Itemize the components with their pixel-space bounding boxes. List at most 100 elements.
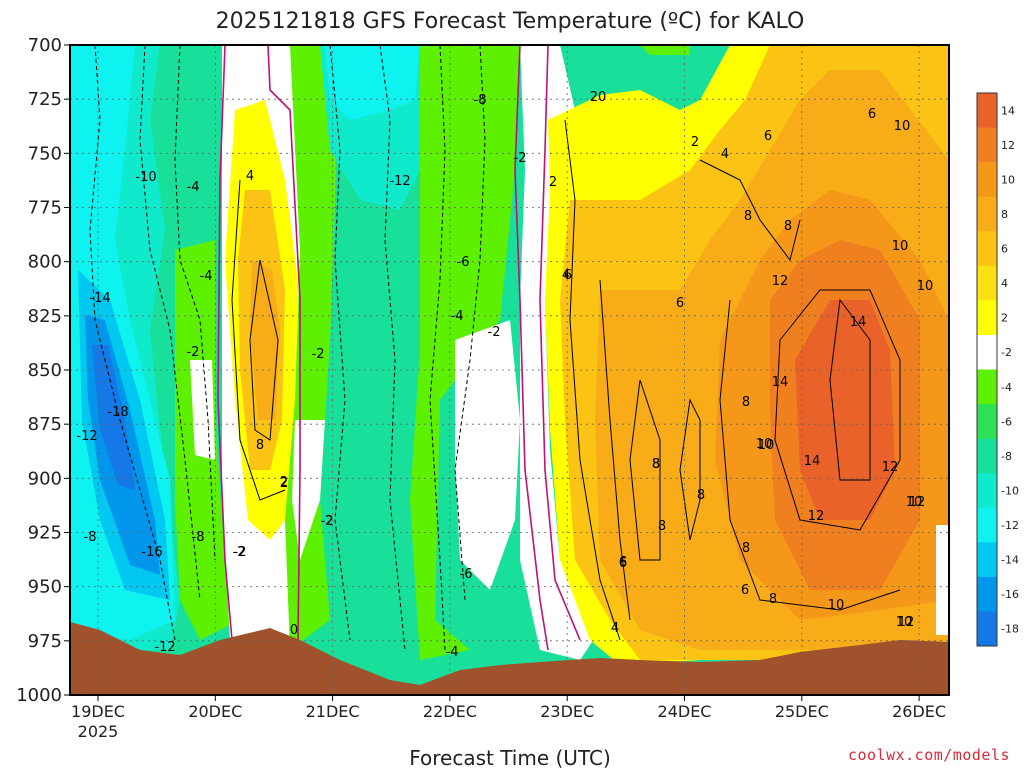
contour-label: -14 <box>89 291 110 306</box>
colorbar-label: -4 <box>1001 381 1012 394</box>
contour-label: 6 <box>619 555 627 570</box>
field-blue-18 <box>92 345 135 490</box>
contour-label: 6 <box>676 296 684 311</box>
y-tick-label: 850 <box>28 360 62 381</box>
colorbar-segment <box>977 369 997 405</box>
y-tick-label: 800 <box>28 252 62 273</box>
cold-contours <box>89 45 486 651</box>
ground-terrain <box>70 622 949 695</box>
colorbar: 14 12 10 8 6 4 2 -2 -4 -6 -8 -10 -12 -14 -16 -18 <box>976 92 1019 647</box>
chart-title: 2025121818 GFS Forecast Temperature (ºC)… <box>216 9 805 34</box>
x-tick-label: 20DEC <box>188 702 242 721</box>
colorbar-segment <box>977 576 997 612</box>
contour-label: 14 <box>850 315 867 330</box>
contour-label: 12 <box>909 495 926 510</box>
field-green-topright <box>640 45 690 55</box>
x-tick-label: 21DEC <box>306 702 360 721</box>
colorbar-segment <box>977 438 997 474</box>
contour-label: 12 <box>772 274 789 289</box>
y-tick-label: 925 <box>28 523 62 544</box>
contour-label: 8 <box>652 457 660 472</box>
x-tick-label: 26DEC <box>892 702 946 721</box>
contour-label: 10 <box>892 239 909 254</box>
colorbar-segment <box>977 542 997 578</box>
contour-label: 12 <box>808 509 825 524</box>
contour-label: -6 <box>457 255 470 270</box>
contour-label: 8 <box>256 438 264 453</box>
contour-label: -4 <box>187 180 200 195</box>
x-year-label: 2025 <box>78 722 119 741</box>
colorbar-label: 10 <box>1001 173 1015 186</box>
contour-label: -2 <box>234 545 247 560</box>
colorbar-label: 6 <box>1001 243 1008 256</box>
contour-label: -4 <box>451 309 464 324</box>
colorbar-label: -10 <box>1001 484 1019 497</box>
colorbar-segment <box>977 231 997 267</box>
contour-label: 10 <box>828 598 845 613</box>
contour-label: 14 <box>772 375 789 390</box>
contour-label: 2 <box>549 175 557 190</box>
credit-link[interactable]: coolwx.com/models <box>847 746 1010 764</box>
x-tick-label: 19DEC <box>71 702 125 721</box>
field-white-23dec <box>520 45 600 660</box>
colorbar-segment <box>977 265 997 301</box>
plot-area <box>70 45 949 695</box>
contour-label: 8 <box>658 519 666 534</box>
x-tick-label: 25DEC <box>775 702 829 721</box>
contour-label: 8 <box>742 395 750 410</box>
colorbar-label: -12 <box>1001 519 1019 532</box>
y-tick-label: 750 <box>28 143 62 164</box>
contour-label: 8 <box>744 209 752 224</box>
contour-label: -2 <box>312 347 325 362</box>
y-tick-label: 775 <box>28 198 62 219</box>
contour-label: 10 <box>894 119 911 134</box>
colorbar-segment <box>977 162 997 198</box>
y-tick-label: 1000 <box>16 685 62 706</box>
colorbar-label: -18 <box>1001 623 1019 636</box>
colorbar-segment <box>977 127 997 163</box>
colorbar-segment <box>977 196 997 232</box>
field-white-br <box>936 525 949 635</box>
contour-label: 6 <box>868 107 876 122</box>
contour-label: -6 <box>460 567 473 582</box>
colorbar-segment <box>977 611 997 647</box>
contour-label: 10 <box>917 279 934 294</box>
colorbar-label: 14 <box>1001 104 1015 117</box>
y-tick-label: 875 <box>28 414 62 435</box>
contour-label: 10 <box>896 615 913 630</box>
colorbar-label: 12 <box>1001 139 1015 152</box>
contour-label: 8 <box>784 219 792 234</box>
x-axis-label: Forecast Time (UTC) <box>409 746 611 768</box>
y-tick-label: 975 <box>28 631 62 652</box>
colorbar-label: -2 <box>1001 346 1012 359</box>
colorbar-label: 2 <box>1001 312 1008 325</box>
contour-label: -2 <box>321 514 334 529</box>
colorbar-segment <box>977 334 997 370</box>
contour-label: 4 <box>246 169 254 184</box>
x-tick-label: 24DEC <box>658 702 712 721</box>
contour-label: 14 <box>804 454 821 469</box>
contour-label: 0 <box>290 623 298 638</box>
x-axis: 19DEC 20DEC 21DEC 22DEC 23DEC 24DEC 25DEC 26DEC… <box>71 695 946 741</box>
y-tick-label: 700 <box>28 35 62 56</box>
colorbar-label: 8 <box>1001 208 1008 221</box>
gridlines <box>70 45 949 695</box>
contour-label: -4 <box>446 645 459 660</box>
colorbar-label: -8 <box>1001 450 1012 463</box>
field-orange-20dec <box>250 260 280 420</box>
field-white-22dec <box>455 320 520 590</box>
contour-label: 8 <box>652 457 660 472</box>
contour-label: -18 <box>107 405 128 420</box>
contour-label: 4 <box>611 621 619 636</box>
y-tick-label: 950 <box>28 577 62 598</box>
contour-label: 12 <box>898 615 915 630</box>
contour-label: 8 <box>742 541 750 556</box>
y-tick-label: 725 <box>28 89 62 110</box>
contour-label: 2 <box>280 476 288 491</box>
contour-label: 10 <box>758 438 775 453</box>
contour-label: 10 <box>906 495 923 510</box>
colorbar-label: -14 <box>1001 554 1019 567</box>
x-tick-label: 23DEC <box>540 702 594 721</box>
